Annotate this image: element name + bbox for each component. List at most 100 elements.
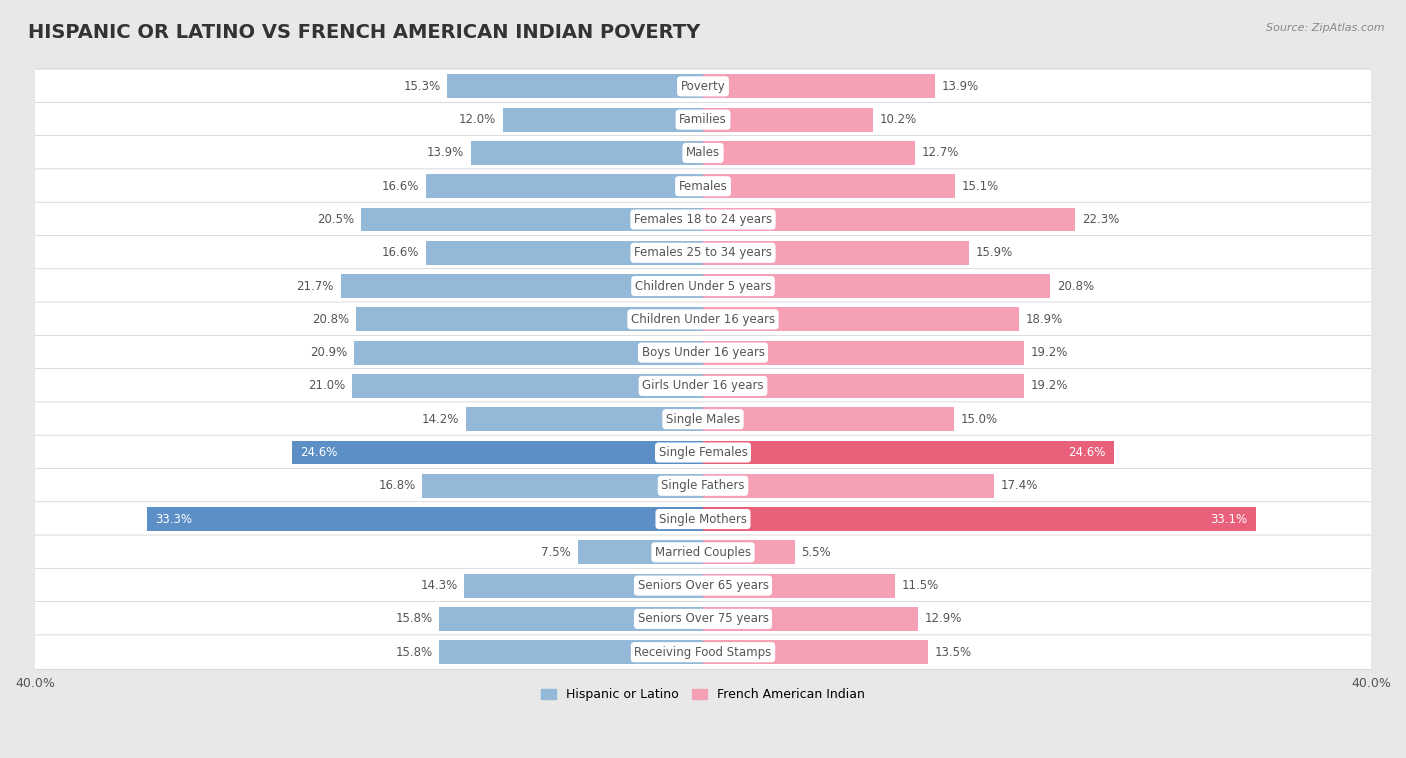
FancyBboxPatch shape [35, 468, 1371, 503]
FancyBboxPatch shape [35, 368, 1371, 403]
Bar [439, 607, 703, 631]
Text: 22.3%: 22.3% [1083, 213, 1119, 226]
Bar [703, 274, 1050, 298]
FancyBboxPatch shape [35, 269, 1371, 303]
Text: 12.0%: 12.0% [458, 113, 496, 126]
Text: 16.6%: 16.6% [381, 180, 419, 193]
FancyBboxPatch shape [35, 635, 1371, 669]
Bar [465, 407, 703, 431]
Text: 13.5%: 13.5% [935, 646, 973, 659]
Bar [703, 507, 1256, 531]
Bar [703, 174, 955, 198]
Text: 20.5%: 20.5% [316, 213, 354, 226]
Bar [356, 308, 703, 331]
Text: Receiving Food Stamps: Receiving Food Stamps [634, 646, 772, 659]
Bar [353, 374, 703, 398]
Text: 10.2%: 10.2% [880, 113, 917, 126]
Text: 24.6%: 24.6% [301, 446, 337, 459]
Text: 13.9%: 13.9% [942, 80, 979, 93]
Text: 14.3%: 14.3% [420, 579, 457, 592]
Text: 15.8%: 15.8% [395, 612, 433, 625]
Text: Poverty: Poverty [681, 80, 725, 93]
Text: 12.9%: 12.9% [925, 612, 963, 625]
Bar [703, 108, 873, 132]
FancyBboxPatch shape [35, 402, 1371, 437]
Text: 19.2%: 19.2% [1031, 346, 1067, 359]
Text: 20.9%: 20.9% [309, 346, 347, 359]
Bar [360, 208, 703, 231]
Bar [703, 607, 918, 631]
Text: Children Under 16 years: Children Under 16 years [631, 313, 775, 326]
Text: Single Mothers: Single Mothers [659, 512, 747, 525]
Bar [703, 574, 896, 597]
Text: Families: Families [679, 113, 727, 126]
Text: 14.2%: 14.2% [422, 412, 460, 426]
Text: Girls Under 16 years: Girls Under 16 years [643, 380, 763, 393]
Bar [340, 274, 703, 298]
Text: 21.0%: 21.0% [308, 380, 346, 393]
Bar [703, 208, 1076, 231]
Bar [354, 340, 703, 365]
Bar [703, 540, 794, 564]
Bar [292, 440, 703, 465]
Text: 17.4%: 17.4% [1000, 479, 1038, 492]
Bar [447, 74, 703, 99]
Text: Single Males: Single Males [666, 412, 740, 426]
Text: Males: Males [686, 146, 720, 159]
Text: 21.7%: 21.7% [297, 280, 333, 293]
Text: Females 18 to 24 years: Females 18 to 24 years [634, 213, 772, 226]
Text: Seniors Over 75 years: Seniors Over 75 years [637, 612, 769, 625]
Legend: Hispanic or Latino, French American Indian: Hispanic or Latino, French American Indi… [537, 684, 869, 706]
Bar [439, 641, 703, 664]
Text: 15.8%: 15.8% [395, 646, 433, 659]
Text: Females: Females [679, 180, 727, 193]
Text: Single Fathers: Single Fathers [661, 479, 745, 492]
Text: Single Females: Single Females [658, 446, 748, 459]
Text: 11.5%: 11.5% [901, 579, 939, 592]
Bar [703, 374, 1024, 398]
FancyBboxPatch shape [35, 136, 1371, 171]
Text: 13.9%: 13.9% [427, 146, 464, 159]
Bar [502, 108, 703, 132]
Text: 20.8%: 20.8% [312, 313, 349, 326]
Text: Females 25 to 34 years: Females 25 to 34 years [634, 246, 772, 259]
FancyBboxPatch shape [35, 302, 1371, 337]
Text: 20.8%: 20.8% [1057, 280, 1094, 293]
Text: HISPANIC OR LATINO VS FRENCH AMERICAN INDIAN POVERTY: HISPANIC OR LATINO VS FRENCH AMERICAN IN… [28, 23, 700, 42]
Bar [464, 574, 703, 597]
Text: 33.3%: 33.3% [155, 512, 193, 525]
FancyBboxPatch shape [35, 335, 1371, 370]
Bar [703, 308, 1019, 331]
Text: Seniors Over 65 years: Seniors Over 65 years [637, 579, 769, 592]
Bar [703, 407, 953, 431]
Text: 16.6%: 16.6% [381, 246, 419, 259]
FancyBboxPatch shape [35, 169, 1371, 204]
FancyBboxPatch shape [35, 535, 1371, 570]
Bar [426, 241, 703, 265]
FancyBboxPatch shape [35, 102, 1371, 137]
FancyBboxPatch shape [35, 236, 1371, 270]
FancyBboxPatch shape [35, 435, 1371, 470]
FancyBboxPatch shape [35, 602, 1371, 636]
Bar [426, 174, 703, 198]
Text: 5.5%: 5.5% [801, 546, 831, 559]
Text: Boys Under 16 years: Boys Under 16 years [641, 346, 765, 359]
Text: 16.8%: 16.8% [378, 479, 416, 492]
Text: 15.0%: 15.0% [960, 412, 997, 426]
FancyBboxPatch shape [35, 568, 1371, 603]
Text: 15.3%: 15.3% [404, 80, 441, 93]
Text: Children Under 5 years: Children Under 5 years [634, 280, 772, 293]
Bar [146, 507, 703, 531]
Text: 18.9%: 18.9% [1025, 313, 1063, 326]
Text: 19.2%: 19.2% [1031, 380, 1067, 393]
FancyBboxPatch shape [35, 69, 1371, 104]
Bar [703, 641, 928, 664]
Bar [703, 141, 915, 165]
FancyBboxPatch shape [35, 202, 1371, 236]
Bar [471, 141, 703, 165]
Text: 15.1%: 15.1% [962, 180, 1000, 193]
Bar [703, 340, 1024, 365]
Text: 12.7%: 12.7% [922, 146, 959, 159]
FancyBboxPatch shape [35, 502, 1371, 537]
Text: Married Couples: Married Couples [655, 546, 751, 559]
